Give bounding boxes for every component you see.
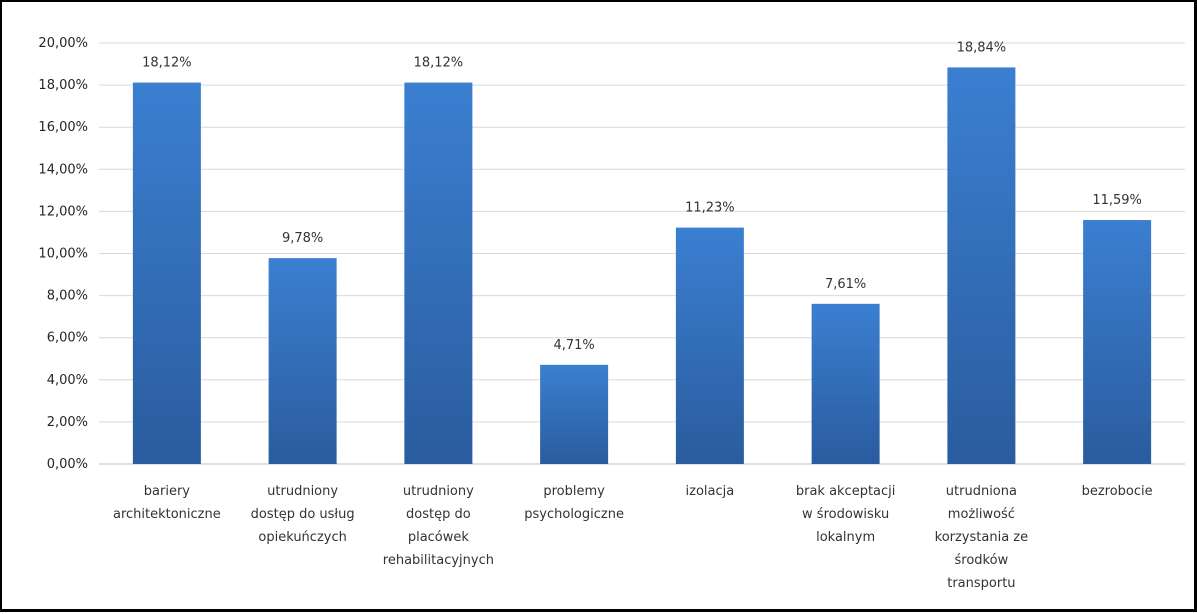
y-tick-label: 6,00% bbox=[47, 331, 88, 346]
data-label: 11,59% bbox=[1092, 193, 1142, 208]
category-label: brak akceptacji w środowisku lokalnym bbox=[796, 484, 896, 545]
y-tick-label: 0,00% bbox=[47, 457, 88, 472]
data-labels: 18,12% 9,78% 18,12% 4,71% 11,23% 7,61% 18,84% 1… bbox=[142, 40, 1142, 352]
data-label: 18,12% bbox=[142, 56, 192, 71]
y-tick-label: 4,00% bbox=[47, 373, 88, 388]
data-label: 11,23% bbox=[685, 201, 735, 216]
bar bbox=[268, 258, 337, 464]
bar bbox=[1083, 220, 1152, 464]
category-label: problemy psychologiczne bbox=[524, 484, 624, 522]
y-tick-label: 12,00% bbox=[38, 204, 88, 219]
category-label: utrudniony dostęp do placówek rehabilitacyj… bbox=[383, 484, 494, 568]
data-label: 18,84% bbox=[957, 40, 1007, 55]
category-label: utrudniony dostęp do usług opiekuńczych bbox=[251, 484, 355, 545]
category-label: bariery architektoniczne bbox=[113, 484, 221, 522]
data-label: 7,61% bbox=[825, 277, 866, 292]
data-label: 9,78% bbox=[282, 231, 323, 246]
y-tick-label: 16,00% bbox=[38, 120, 88, 135]
bar bbox=[404, 82, 473, 464]
bar bbox=[132, 82, 201, 464]
bars bbox=[132, 67, 1152, 464]
category-label: izolacja bbox=[686, 484, 735, 499]
gridlines bbox=[99, 42, 1185, 465]
y-tick-label: 20,00% bbox=[38, 36, 88, 51]
bar bbox=[811, 303, 880, 464]
y-tick-label: 18,00% bbox=[38, 78, 88, 93]
y-tick-label: 2,00% bbox=[47, 415, 88, 430]
y-tick-label: 8,00% bbox=[47, 289, 88, 304]
y-tick-label: 10,00% bbox=[38, 247, 88, 262]
bar bbox=[947, 67, 1016, 464]
bar bbox=[540, 364, 609, 464]
y-tick-label: 14,00% bbox=[38, 162, 88, 177]
data-label: 18,12% bbox=[414, 56, 464, 71]
category-label: utrudniona możliwość korzystania ze środków… bbox=[935, 484, 1029, 591]
data-label: 4,71% bbox=[553, 338, 594, 353]
y-axis-tick-labels: 0,00% 2,00% 4,00% 6,00% 8,00% 10,00% 12,00% 14,… bbox=[38, 36, 88, 472]
category-label: bezrobocie bbox=[1082, 484, 1153, 499]
bar bbox=[675, 227, 744, 464]
category-labels: bariery architektoniczne utrudniony dostęp … bbox=[113, 484, 1153, 591]
